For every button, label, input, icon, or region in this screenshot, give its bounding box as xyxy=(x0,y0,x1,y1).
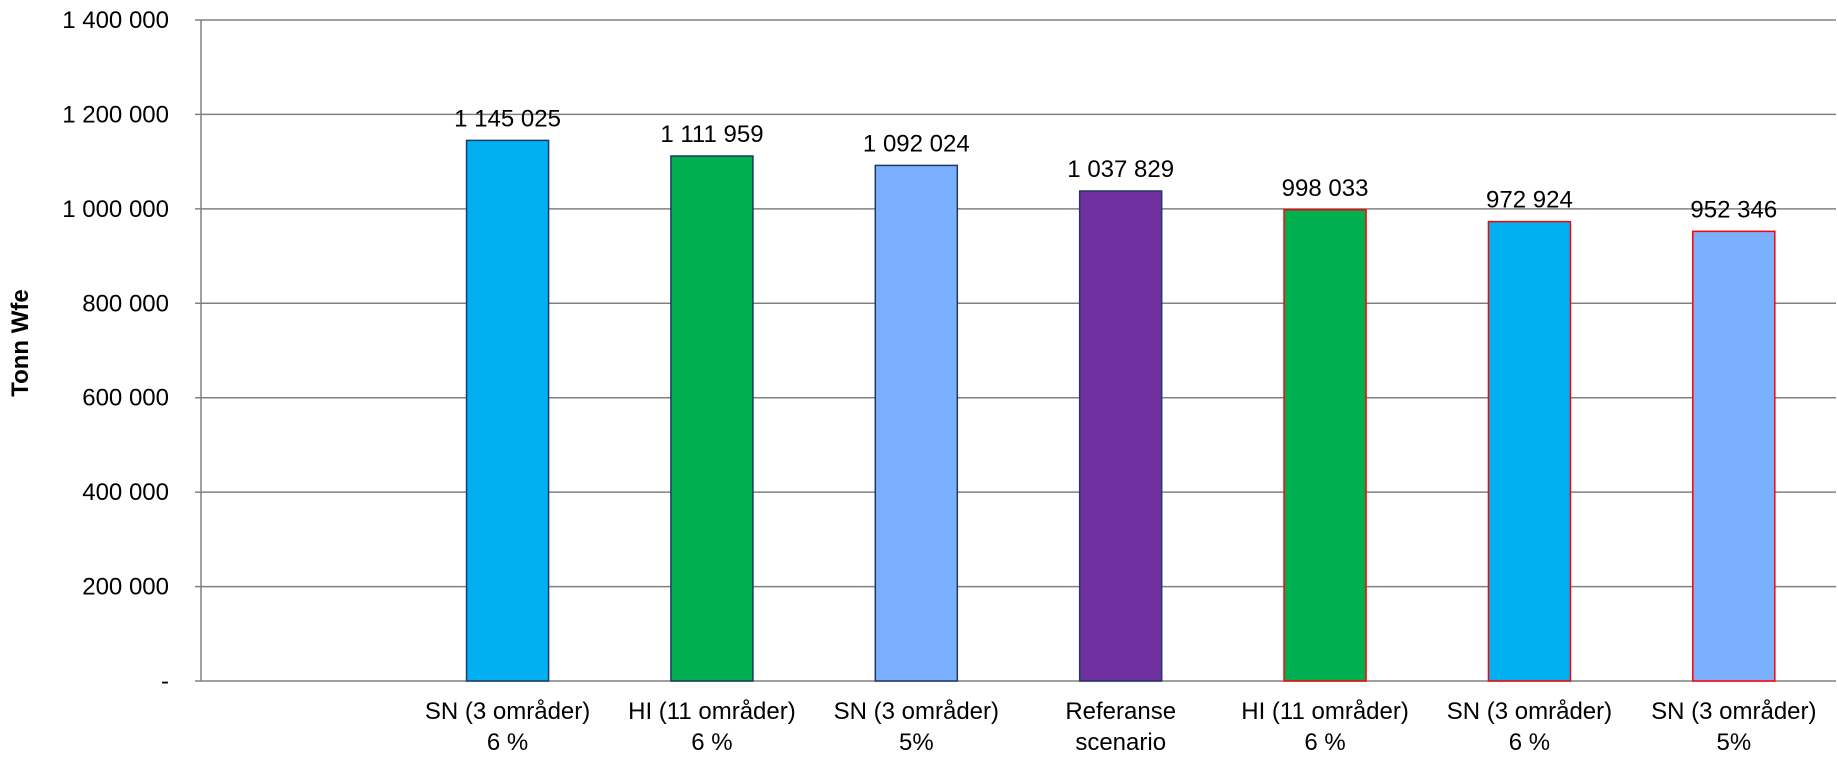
y-tick-label: 1 000 000 xyxy=(62,196,169,223)
bar xyxy=(670,155,754,682)
bar xyxy=(874,164,959,682)
x-category-line1: SN (3 områder) xyxy=(425,698,590,725)
gridlines xyxy=(195,19,1836,682)
bar-value-label: 972 924 xyxy=(1486,187,1573,214)
y-axis-title: Tonn Wfe xyxy=(7,289,34,397)
x-category-line2: scenario xyxy=(1075,729,1166,756)
y-tick-label: 1 200 000 xyxy=(62,101,169,128)
bar-value-label: 1 111 959 xyxy=(660,121,763,148)
bar xyxy=(1692,230,1776,682)
bar-value-label: 952 346 xyxy=(1690,196,1777,223)
x-category-line2: 6 % xyxy=(487,729,528,756)
bar-value-label: 998 033 xyxy=(1282,175,1369,202)
x-axis-categories: SN (3 områder) 6 %HI (11 områder) 6 %SN (3… xyxy=(425,698,1817,756)
bars xyxy=(465,139,1776,682)
x-category-line2: 5% xyxy=(899,729,934,756)
bar xyxy=(1283,209,1367,682)
x-category-line2: 6 % xyxy=(1509,729,1550,756)
y-axis-ticks: - 200 000 400 000 600 000 800 000 1 000 000 1 … xyxy=(62,7,169,695)
x-category-line1: SN (3 områder) xyxy=(834,698,999,725)
x-category-line1: HI (11 områder) xyxy=(628,698,796,725)
bar-value-label: 1 037 829 xyxy=(1067,156,1174,183)
y-tick-label: 600 000 xyxy=(82,385,169,412)
bar xyxy=(1487,220,1572,682)
bar xyxy=(1078,190,1163,682)
x-category-line1: SN (3 områder) xyxy=(1651,698,1816,725)
x-category-label: SN (3 områder) 5% xyxy=(1651,698,1816,756)
x-category-label: Referanse scenario xyxy=(1065,698,1176,756)
y-tick-label: 200 000 xyxy=(82,574,169,601)
y-tick-label: - xyxy=(161,668,169,695)
y-tick-label: 1 400 000 xyxy=(62,7,169,34)
x-category-label: HI (11 områder) 6 % xyxy=(628,698,796,756)
x-category-label: SN (3 områder) 6 % xyxy=(425,698,590,756)
x-category-line1: Referanse xyxy=(1065,698,1176,725)
x-category-line1: SN (3 områder) xyxy=(1447,698,1612,725)
x-category-line1: HI (11 områder) xyxy=(1241,698,1409,725)
x-category-label: SN (3 områder) 6 % xyxy=(1447,698,1612,756)
y-tick-label: 800 000 xyxy=(82,290,169,317)
x-category-label: HI (11 områder) 6 % xyxy=(1241,698,1409,756)
bar xyxy=(465,139,550,682)
x-category-line2: 6 % xyxy=(1304,729,1345,756)
bar-value-label: 1 092 024 xyxy=(863,130,970,157)
x-category-line2: 5% xyxy=(1716,729,1751,756)
data-labels: 1 145 025 1 111 959 1 092 024 1 037 829 998 … xyxy=(454,105,1777,223)
y-tick-label: 400 000 xyxy=(82,479,169,506)
x-category-line2: 6 % xyxy=(691,729,732,756)
bar-value-label: 1 145 025 xyxy=(454,105,561,132)
x-category-label: SN (3 områder) 5% xyxy=(834,698,999,756)
